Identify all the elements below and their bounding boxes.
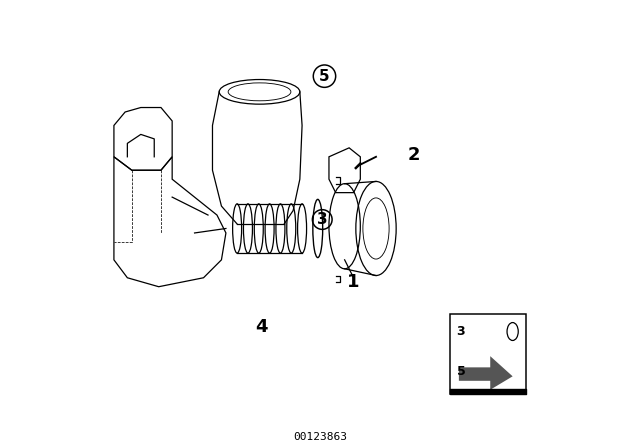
Text: 3: 3	[457, 325, 465, 338]
Text: 5: 5	[457, 365, 465, 379]
Text: 1: 1	[348, 273, 360, 291]
Polygon shape	[459, 356, 513, 390]
Text: 4: 4	[255, 318, 268, 336]
Text: 00123863: 00123863	[293, 432, 347, 442]
Text: 3: 3	[317, 212, 328, 227]
Text: 2: 2	[408, 146, 420, 164]
Text: 5: 5	[319, 69, 330, 84]
